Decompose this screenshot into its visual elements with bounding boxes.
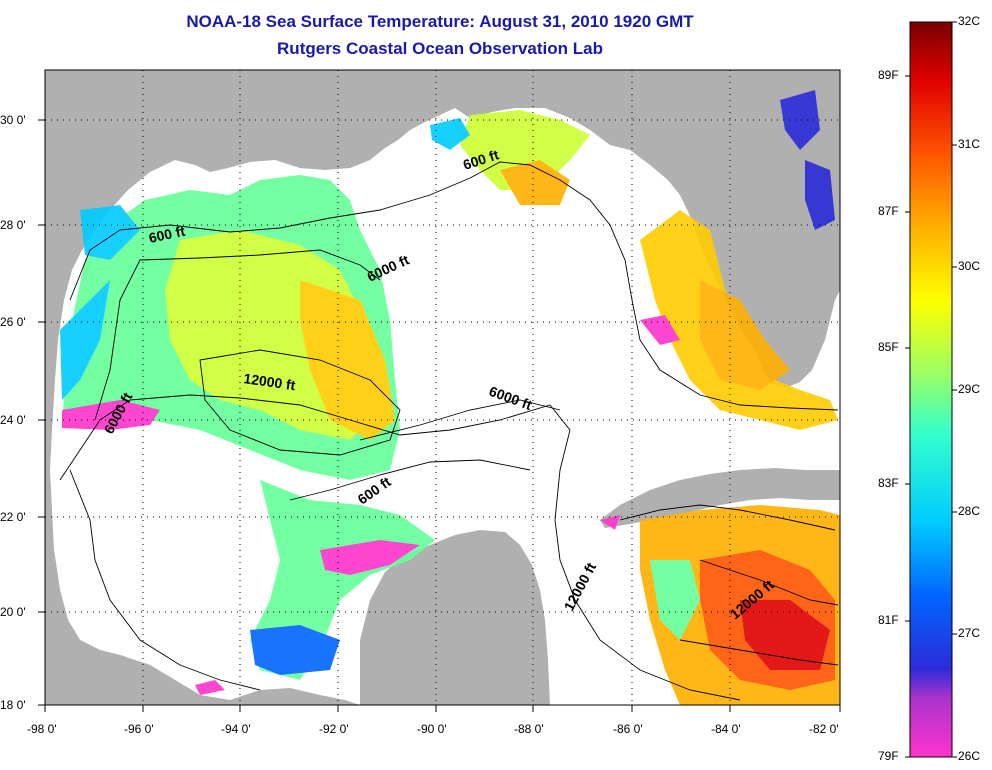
lon-tick-label: -96 0' [124,722,154,736]
lat-tick-label: 28 0' [0,218,26,232]
lon-tick-label: -98 0' [27,722,57,736]
colorbar-fahrenheit-label: 89F [878,68,899,82]
lon-tick-label: -86 0' [613,722,643,736]
colorbar-fahrenheit-label: 81F [878,613,899,627]
bathymetry-contours [59,161,839,701]
map-frame [44,69,841,706]
lon-tick-label: -94 0' [221,722,251,736]
grid-lines [45,70,840,705]
colorbar-fahrenheit-label: 83F [878,476,899,490]
colorbar-fahrenheit-label: 87F [878,204,899,218]
lon-tick-label: -84 0' [711,722,741,736]
colorbar-celsius-label: 31C [958,137,981,151]
colorbar [909,21,953,758]
land-cuba [600,468,840,528]
axis-ticks [38,119,841,712]
map-title: NOAA-18 Sea Surface Temperature: August … [186,12,694,31]
lat-tick-label: 20 0' [0,605,26,619]
lat-tick-label: 24 0' [0,413,26,427]
colorbar-celsius-label: 27C [958,626,981,640]
land-us-gulf-coast [45,70,840,705]
lon-tick-label: -88 0' [514,722,544,736]
colorbar-celsius-label: 29C [958,382,981,396]
land-mexico [45,470,360,705]
contour-label: 600 ft [147,223,186,246]
sst-data-overlay [60,90,840,705]
lat-tick-label: 18 0' [0,698,26,712]
contour-label: 12000 ft [243,370,297,393]
colorbar-celsius-label: 26C [958,749,981,763]
lon-tick-label: -90 0' [417,722,447,736]
colorbar-ticks [905,21,957,758]
lat-tick-label: 26 0' [0,315,26,329]
lon-tick-label: -82 0' [809,722,839,736]
map-subtitle: Rutgers Coastal Ocean Observation Lab [277,39,603,58]
colorbar-celsius-label: 28C [958,504,981,518]
lat-tick-label: 22 0' [0,510,26,524]
colorbar-fahrenheit-label: 79F [878,749,899,763]
colorbar-celsius-label: 30C [958,259,981,273]
lon-tick-label: -92 0' [319,722,349,736]
land-yucatan [360,530,550,705]
colorbar-celsius-label: 32C [958,14,981,28]
colorbar-fahrenheit-label: 85F [878,340,899,354]
lat-tick-label: 30 0' [0,113,26,127]
